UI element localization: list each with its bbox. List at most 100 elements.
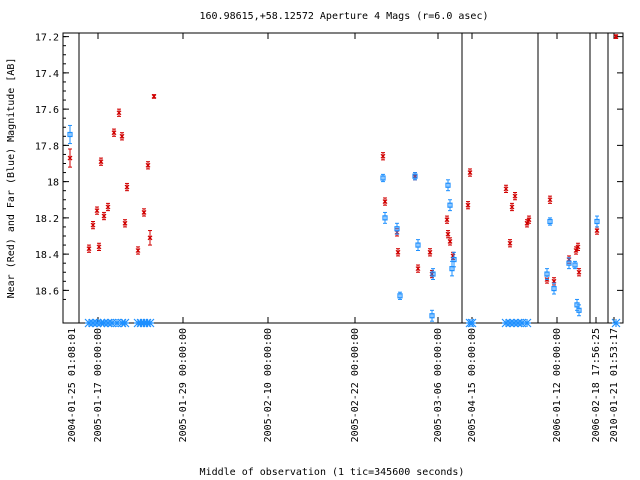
point-marker [566, 260, 572, 266]
data-point [415, 239, 421, 251]
upper-limit-marker [467, 318, 477, 328]
data-point [382, 197, 388, 206]
point-marker [105, 204, 111, 210]
data-point [526, 215, 532, 224]
x-tick-label: 2006-01-12 00:00:00 [552, 328, 563, 442]
point-marker [119, 133, 125, 139]
y-axis: 17.2 17.4 17.6 17.8 18 18.2 18.4 18.6 [35, 33, 623, 300]
point-marker [509, 204, 515, 210]
plot-area [62, 32, 624, 324]
point-marker [576, 307, 582, 313]
data-point [96, 242, 102, 251]
point-marker [451, 256, 457, 263]
point-marker [594, 218, 600, 225]
point-marker [445, 182, 451, 188]
data-point [147, 230, 153, 246]
point-marker [415, 242, 421, 248]
y-tick-label: 18 [47, 178, 59, 189]
x-tick-label: 2005-01-17 00:00:00 [93, 328, 104, 442]
data-point [429, 309, 435, 322]
x-axis: 2004-01-25 01:08:01 2005-01-17 00:00:00 20… [67, 33, 620, 442]
series-near [67, 34, 619, 286]
point-marker [415, 266, 421, 272]
data-point [575, 242, 581, 251]
point-marker [430, 271, 436, 277]
point-marker [576, 269, 582, 275]
data-point [67, 124, 73, 145]
point-marker [575, 244, 581, 250]
data-point [124, 182, 130, 192]
point-marker [147, 235, 153, 241]
y-tick-label: 17.6 [35, 105, 59, 116]
point-marker [151, 94, 157, 99]
data-point [551, 282, 557, 295]
point-marker [512, 193, 518, 199]
data-point [105, 202, 111, 212]
data-point [572, 260, 578, 270]
upper-limit-marker [145, 318, 155, 328]
data-point [427, 248, 433, 257]
point-marker [101, 213, 107, 219]
point-marker [67, 155, 73, 161]
point-marker [90, 222, 96, 228]
data-point [512, 192, 518, 201]
point-marker [465, 202, 471, 208]
data-point [576, 304, 582, 317]
data-point [507, 239, 513, 248]
data-point [444, 215, 450, 224]
data-point [451, 251, 457, 268]
point-marker [122, 220, 128, 226]
data-point [594, 215, 600, 228]
x-tick-label: 2010-01-21 01:53:17 [609, 328, 620, 442]
point-marker [547, 197, 553, 203]
point-marker [444, 217, 450, 223]
x-tick-label: 2005-01-29 00:00:00 [178, 328, 189, 442]
y-tick-label: 18.6 [35, 286, 59, 297]
point-marker [397, 293, 403, 299]
upper-limit-marker [112, 318, 122, 328]
x-tick-label: 2005-02-22 00:00:00 [350, 328, 361, 442]
point-marker [429, 313, 435, 319]
segment-dividers [78, 33, 609, 323]
point-marker [96, 244, 102, 250]
data-point [86, 244, 92, 253]
upper-limit-marker [611, 318, 621, 328]
point-marker [447, 239, 453, 244]
point-marker [572, 262, 578, 268]
data-point [445, 179, 451, 192]
x-tick-label: 2005-03-06 00:00:00 [433, 328, 444, 442]
chart-title: 160.98615,+58.12572 Aperture 4 Mags (r=6… [200, 11, 489, 22]
data-point [101, 211, 107, 221]
point-marker [98, 159, 104, 165]
data-point [67, 148, 73, 168]
point-marker [594, 228, 600, 233]
point-marker [67, 131, 73, 138]
point-marker [526, 217, 532, 223]
data-point [576, 268, 582, 277]
data-point [447, 237, 453, 246]
data-point [122, 219, 128, 228]
data-point [547, 217, 553, 226]
point-marker [124, 184, 130, 190]
data-point [151, 94, 157, 99]
y-tick-label: 17.4 [35, 69, 59, 80]
data-point [415, 264, 421, 273]
data-point [449, 260, 455, 277]
point-marker [135, 248, 141, 253]
point-marker [544, 271, 550, 277]
data-point [547, 195, 553, 204]
point-marker [382, 199, 388, 204]
point-marker [427, 249, 433, 255]
data-point [509, 202, 515, 212]
y-tick-label: 17.2 [35, 33, 59, 44]
data-point [430, 268, 436, 280]
data-point [119, 132, 125, 141]
point-marker [503, 186, 509, 192]
data-point [395, 248, 401, 257]
data-point [544, 268, 550, 280]
point-marker [613, 34, 619, 40]
data-point [135, 246, 141, 255]
point-marker [445, 231, 451, 237]
point-marker [412, 173, 418, 179]
